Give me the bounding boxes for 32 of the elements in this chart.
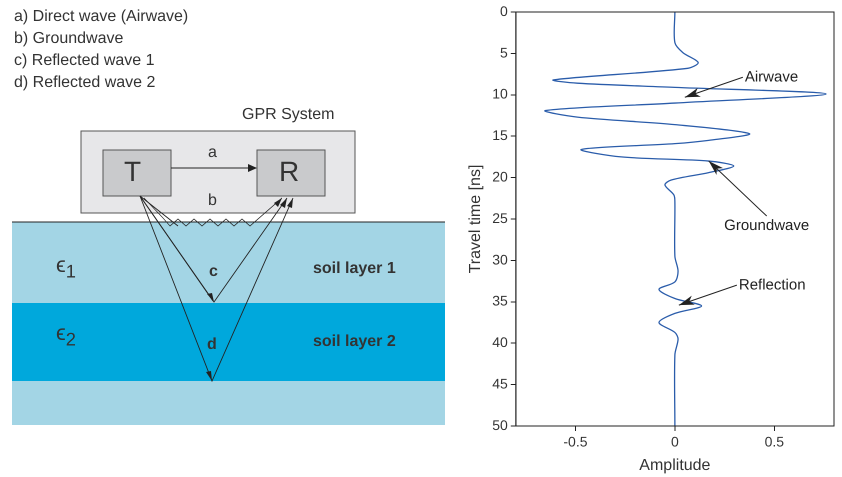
text: T [124,156,142,188]
y-tick-label: 20 [492,168,508,184]
y-tick-label: 30 [492,251,508,268]
text: soil layer 1 [313,260,396,278]
y-tick-label: 40 [492,334,508,350]
text: d) Reflected wave 2 [14,74,156,92]
text: ϵ$_{1}$ [56,252,76,282]
text: a [208,144,217,162]
annotation: Groundwave [724,217,810,234]
y-tick-label: 25 [492,210,508,226]
line-series [544,12,827,426]
x-tick-label: 0.5 [764,433,784,450]
y-tick-label: 50 [492,416,508,433]
y-tick-label: 0 [500,2,508,19]
text: R [279,156,300,188]
y-tick-label: 45 [492,375,508,392]
y-tick-label: 5 [500,44,508,60]
y-axis-title: Travel time [ns] [467,164,484,274]
x-tick-label: -0.5 [563,433,588,450]
y-tick-label: 35 [492,292,508,309]
text: c) Reflected wave 1 [14,52,155,70]
y-tick-label: 10 [492,86,508,102]
x-tick-label: 0 [670,433,679,450]
text: ϵ$_{2}$ [56,320,76,350]
annotation: Airwave [744,68,798,86]
x-axis-title: Amplitude [639,456,711,474]
text: soil layer 2 [313,333,396,351]
text: a) Direct wave (Airwave) [14,8,188,26]
text: GPR System [242,106,334,124]
text: b) Groundwave [14,30,124,48]
y-tick-label: 15 [492,127,508,144]
annotation: Reflection [738,276,806,294]
